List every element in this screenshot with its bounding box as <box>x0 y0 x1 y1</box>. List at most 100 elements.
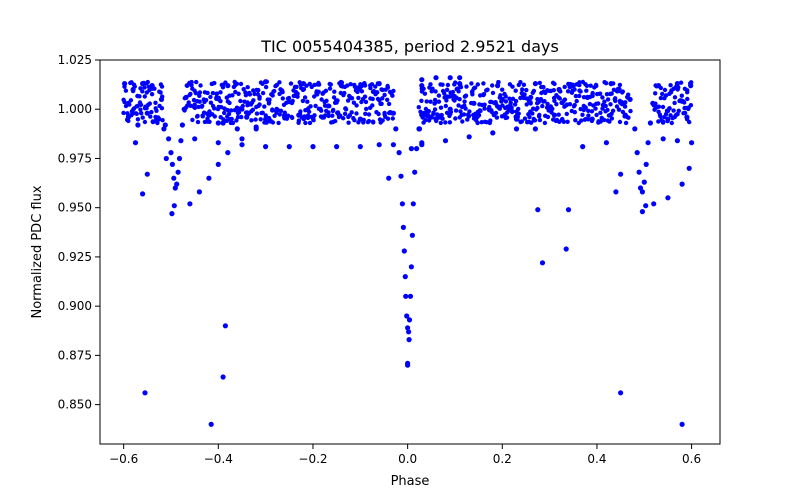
data-point <box>532 81 539 87</box>
data-point-band <box>608 102 613 107</box>
data-point-band <box>218 90 223 95</box>
data-point-band <box>453 116 458 121</box>
data-point-band <box>327 86 333 91</box>
data-point <box>622 112 628 118</box>
data-point-band <box>366 118 372 124</box>
data-point-band <box>540 103 545 109</box>
data-point <box>565 207 572 213</box>
data-point-band <box>330 113 335 118</box>
data-point-band <box>479 120 484 125</box>
points-layer <box>121 75 695 427</box>
data-point <box>419 83 425 89</box>
y-tick-label: 1.000 <box>58 102 92 116</box>
data-point-band <box>236 110 242 115</box>
data-point-band <box>354 111 359 116</box>
data-point-band <box>552 81 557 87</box>
data-point-band <box>671 108 676 113</box>
data-point-band <box>319 108 324 113</box>
data-point-band <box>142 119 148 125</box>
data-point-band <box>253 117 258 122</box>
data-point <box>618 171 624 177</box>
data-point-band <box>422 91 428 96</box>
x-tick-label: 0.2 <box>493 452 512 466</box>
data-point-band <box>510 84 515 89</box>
data-point-band <box>623 120 629 126</box>
data-point-band <box>457 97 462 102</box>
data-point-band <box>370 96 375 102</box>
data-point <box>172 185 178 191</box>
data-point-band <box>593 82 599 88</box>
data-point <box>563 246 569 252</box>
data-point-band <box>444 98 449 103</box>
data-point <box>142 390 148 396</box>
data-point <box>175 169 181 175</box>
data-point-band <box>149 92 155 97</box>
data-point <box>679 421 685 427</box>
data-point <box>338 83 344 89</box>
data-point-band <box>278 108 284 114</box>
data-point <box>149 83 155 89</box>
data-point <box>674 81 681 87</box>
data-point-band <box>312 113 317 118</box>
data-point <box>162 122 168 128</box>
data-point-band <box>229 116 234 122</box>
data-point-band <box>368 85 373 91</box>
data-point <box>647 120 654 126</box>
data-point-band <box>385 97 390 103</box>
data-point <box>584 94 591 100</box>
data-point-band <box>289 100 295 106</box>
data-point-band <box>516 106 521 112</box>
data-point-band <box>586 113 591 118</box>
data-point-band <box>188 91 193 97</box>
data-point-band <box>467 109 472 114</box>
data-point-band <box>419 98 424 104</box>
data-point-band <box>277 112 282 117</box>
data-point <box>674 138 681 144</box>
data-point-band <box>229 108 234 113</box>
data-point-band <box>193 91 199 96</box>
data-point-band <box>245 85 250 90</box>
data-point-band <box>609 116 615 121</box>
data-point-band <box>249 118 254 123</box>
data-point-band <box>551 88 556 93</box>
data-point-band <box>138 107 143 112</box>
data-point-band <box>236 91 241 97</box>
data-point <box>433 116 439 122</box>
data-point-band <box>203 97 209 103</box>
data-point <box>632 126 638 132</box>
data-point-band <box>475 82 480 87</box>
data-point <box>239 142 245 148</box>
data-point-band <box>605 107 610 113</box>
data-point <box>639 209 646 215</box>
data-point-band <box>628 108 633 114</box>
data-point-band <box>614 104 620 109</box>
data-point <box>513 126 520 132</box>
data-point-band <box>380 118 385 123</box>
data-point-band <box>305 113 311 118</box>
data-point-band <box>503 94 508 99</box>
data-point-band <box>210 90 216 96</box>
data-point-band <box>260 110 265 116</box>
data-point <box>660 136 666 142</box>
data-point-band <box>509 105 514 110</box>
data-point-band <box>572 110 577 115</box>
data-point <box>419 142 425 148</box>
data-point <box>689 140 695 146</box>
data-point-band <box>331 107 336 113</box>
data-point <box>310 144 316 150</box>
data-point-band <box>488 118 493 123</box>
data-point-band <box>572 102 577 108</box>
data-point-band <box>207 119 212 125</box>
data-point-band <box>346 120 351 125</box>
data-point-band <box>503 99 509 104</box>
data-point-band <box>469 81 474 86</box>
data-point-band <box>140 115 145 120</box>
data-point-band <box>416 105 421 110</box>
data-point-band <box>139 111 144 116</box>
data-point <box>433 75 439 81</box>
data-point <box>125 114 131 120</box>
data-point <box>495 83 501 89</box>
data-point-band <box>239 114 244 120</box>
data-point-band <box>545 114 551 120</box>
data-point <box>181 106 187 112</box>
